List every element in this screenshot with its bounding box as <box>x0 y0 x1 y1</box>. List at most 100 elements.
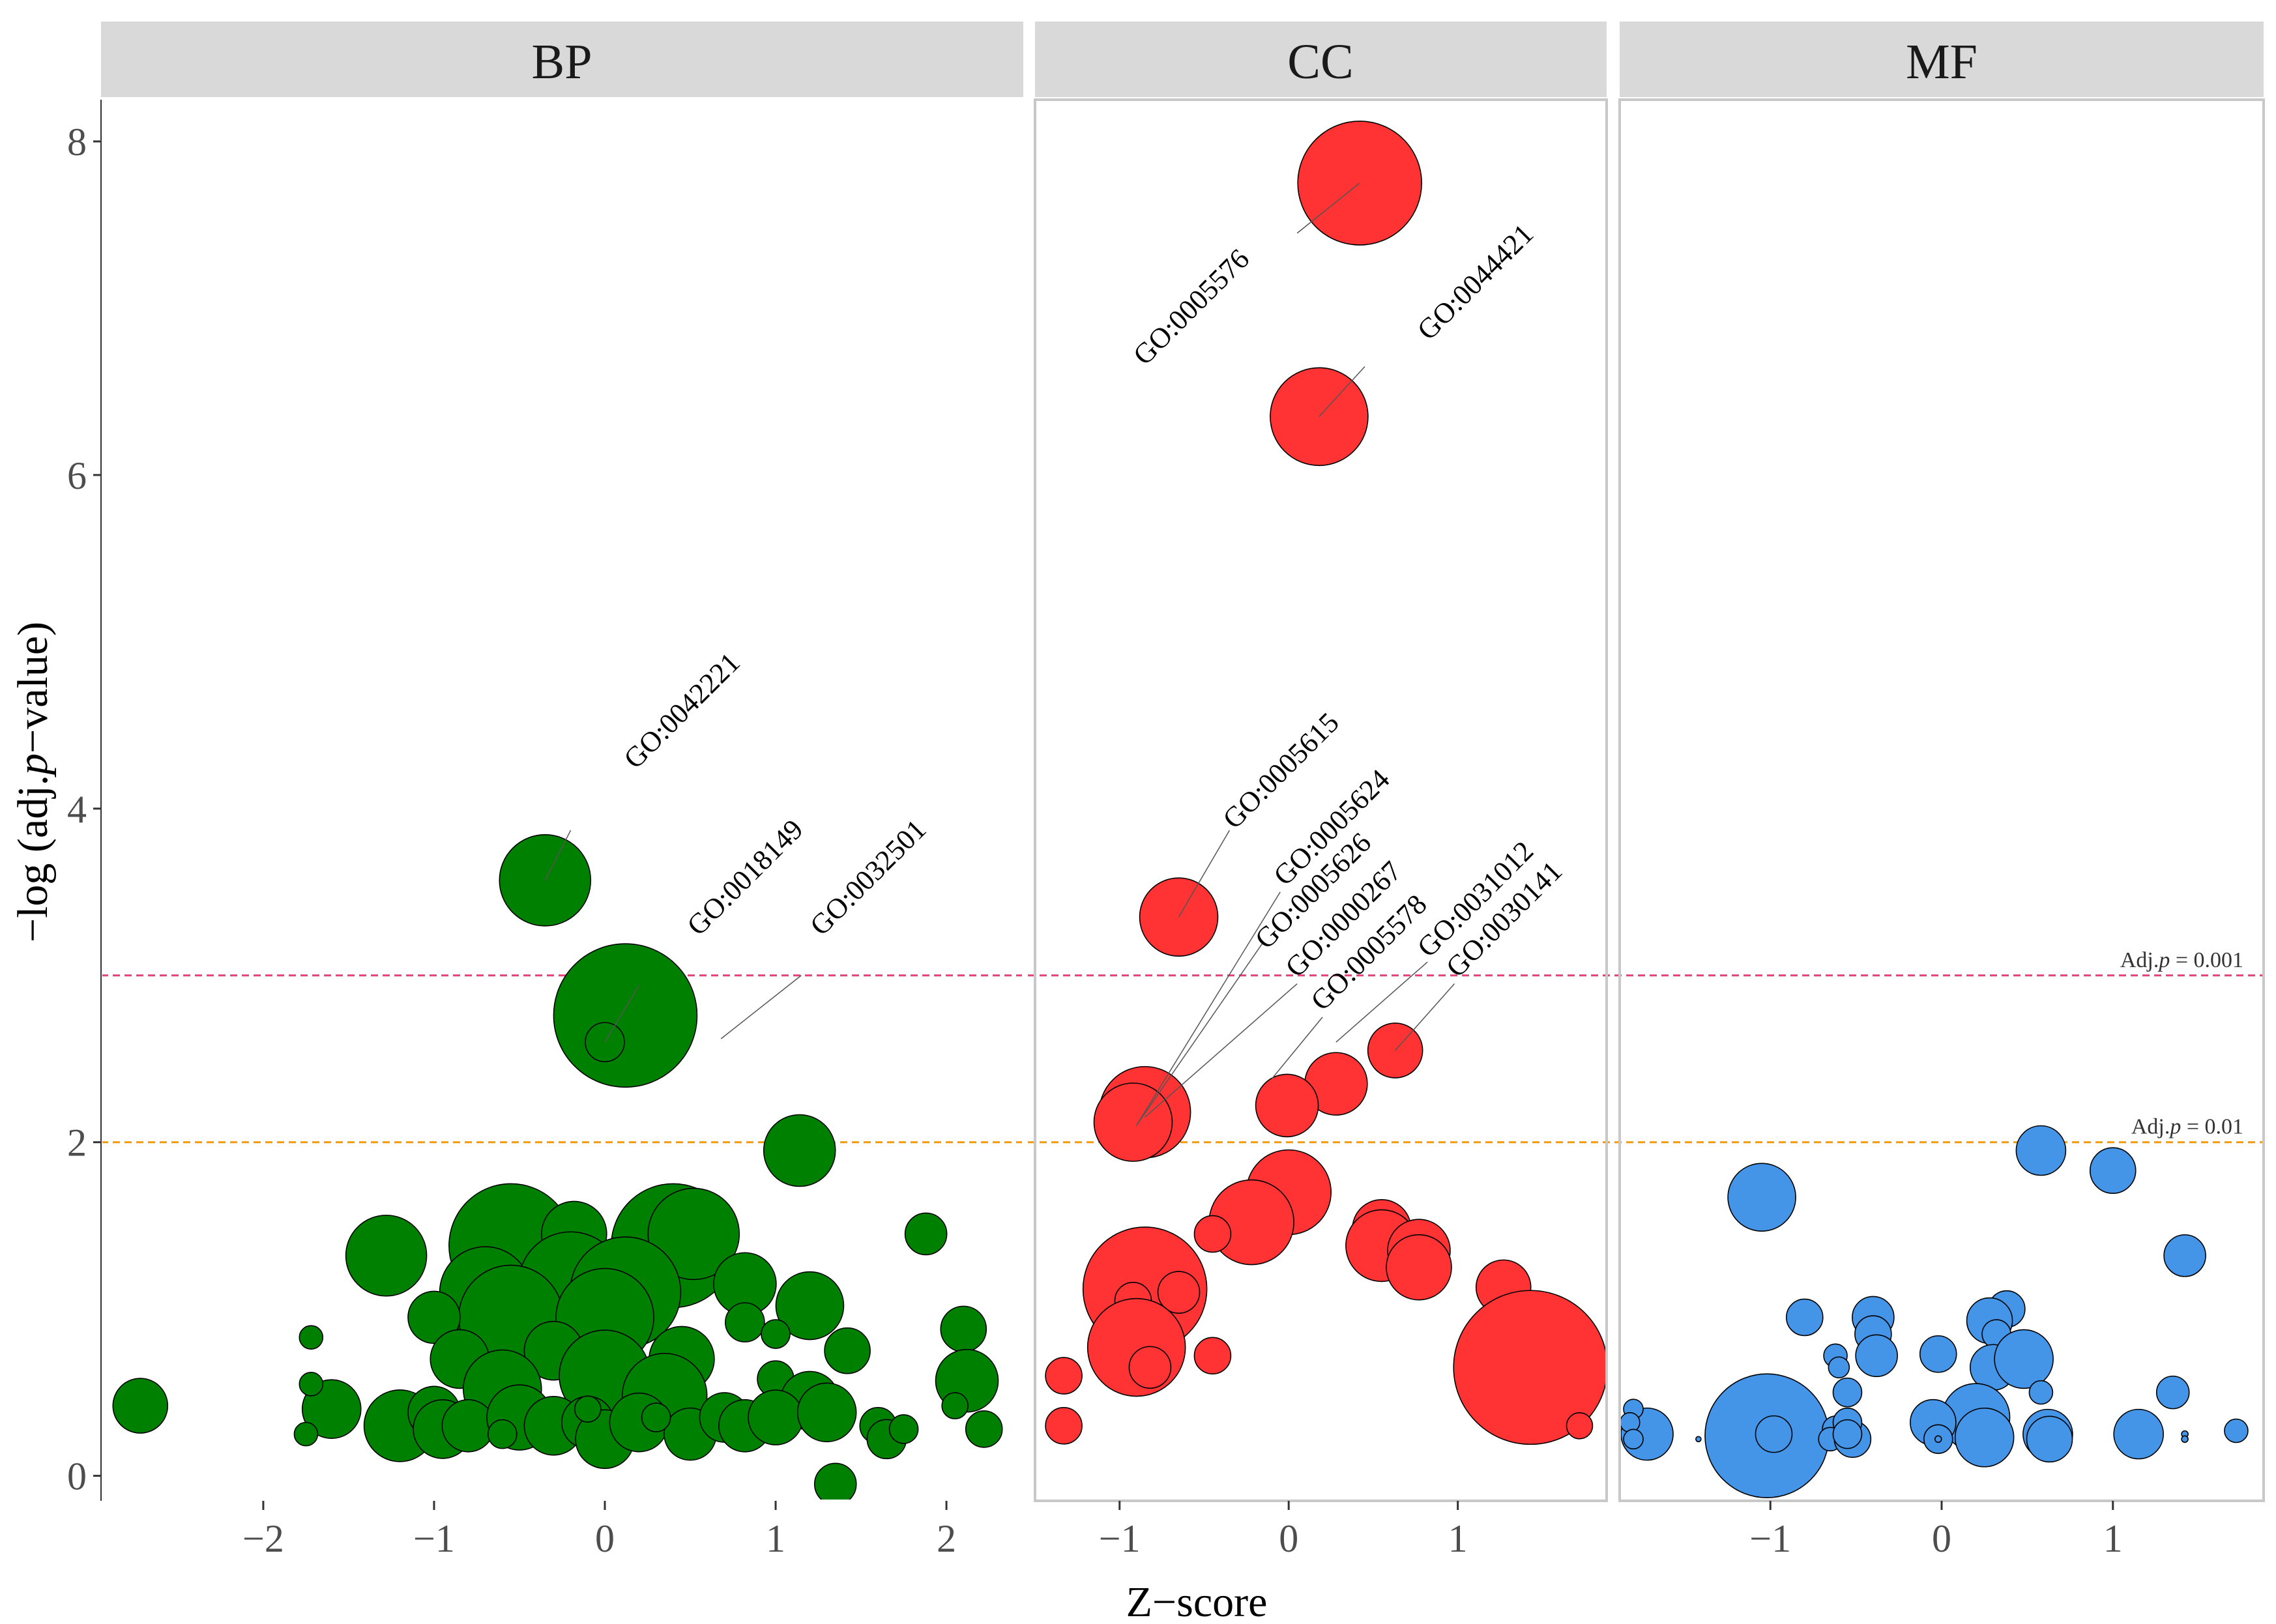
label-leader <box>1395 983 1455 1051</box>
data-point <box>1128 1346 1172 1389</box>
data-point <box>1045 1407 1083 1445</box>
x-tick-label: 0 <box>1279 1517 1298 1560</box>
data-point <box>1727 1163 1796 1232</box>
data-point <box>1919 1335 1957 1373</box>
y-tick-label: 2 <box>67 1122 87 1165</box>
data-point <box>1193 1337 1232 1375</box>
label-leader <box>1335 961 1428 1043</box>
data-point <box>2026 1415 2073 1463</box>
data-point <box>1623 1428 1644 1450</box>
data-point <box>1193 1215 1232 1253</box>
data-point <box>647 1187 740 1281</box>
strip-title-mf: MF <box>1906 35 1977 89</box>
threshold-label-p001: Adj.p = 0.001 <box>2120 948 2243 972</box>
data-point <box>1566 1412 1594 1440</box>
data-point <box>965 1410 1003 1448</box>
data-point <box>1832 1419 1863 1449</box>
data-point <box>1045 1357 1083 1395</box>
label-leader <box>1145 983 1298 1118</box>
y-tick-label: 6 <box>67 454 87 497</box>
data-point <box>813 1462 857 1501</box>
strip-title-cc: CC <box>1287 35 1353 89</box>
data-point <box>775 1271 845 1341</box>
data-point <box>1157 1271 1201 1314</box>
strip-mf: MF <box>1620 22 2264 97</box>
data-point <box>1255 1073 1319 1138</box>
strip-cc: CC <box>1035 22 1607 97</box>
y-tick-label: 4 <box>67 788 87 831</box>
data-point <box>763 1114 836 1187</box>
data-point <box>112 1378 169 1434</box>
x-tick-label: 1 <box>766 1517 785 1560</box>
data-point <box>441 1399 495 1453</box>
data-point <box>1785 1298 1824 1337</box>
data-point <box>553 943 698 1088</box>
data-point <box>1453 1290 1607 1445</box>
threshold-lines <box>101 974 2264 1144</box>
label-leader <box>544 830 572 881</box>
data-point <box>1386 1234 1452 1301</box>
data-point <box>940 1305 987 1353</box>
label-leader <box>1296 182 1360 234</box>
data-point <box>1093 1082 1173 1162</box>
strip-title-bp: BP <box>532 35 592 89</box>
data-point <box>1695 1436 1702 1443</box>
data-point <box>2155 1375 2190 1410</box>
x-tick-label: −1 <box>1749 1517 1791 1560</box>
y-tick-label: 8 <box>67 121 87 164</box>
label-leader <box>1319 366 1365 417</box>
x-tick-label: −2 <box>242 1517 284 1560</box>
y-axis: 0 2 4 6 8 <box>67 100 102 1501</box>
threshold-label-p01: Adj.p = 0.01 <box>2131 1115 2243 1139</box>
x-tick-label: 1 <box>1448 1517 1468 1560</box>
data-point <box>941 1392 969 1419</box>
label-leader <box>604 985 640 1043</box>
data-point <box>904 1212 948 1256</box>
data-point <box>1828 1356 1850 1379</box>
data-point <box>1934 1435 1942 1443</box>
data-point <box>748 1389 804 1445</box>
data-point <box>2163 1234 2206 1277</box>
label-leader <box>1178 830 1231 918</box>
y-axis-title: −log (adj.p−value) <box>9 622 57 942</box>
points-mf <box>1620 1125 2249 1498</box>
x-tick-label: 0 <box>1932 1517 1951 1560</box>
data-point <box>725 1302 765 1342</box>
data-point <box>1855 1334 1898 1378</box>
x-tick-label: 1 <box>2103 1517 2123 1560</box>
data-point <box>293 1421 319 1447</box>
data-point <box>487 1419 518 1449</box>
data-point <box>2113 1408 2164 1460</box>
data-point <box>1994 1329 2054 1389</box>
y-tick-label: 0 <box>67 1455 87 1498</box>
x-axis-title: Z−score <box>1126 1578 1268 1624</box>
x-tick-label: 0 <box>595 1517 615 1560</box>
strip-bp: BP <box>101 22 1023 97</box>
data-point <box>824 1327 871 1374</box>
data-point <box>1954 1407 2015 1468</box>
data-point <box>1755 1415 1793 1453</box>
panel-frame-cc <box>1034 98 1608 1502</box>
data-point <box>2224 1418 2249 1443</box>
label-leader <box>1136 892 1281 1126</box>
label-leader <box>1136 942 1264 1126</box>
label-leader <box>1271 1017 1323 1079</box>
label-leader <box>720 975 802 1039</box>
data-point <box>345 1214 428 1297</box>
data-point <box>796 1382 857 1443</box>
data-point <box>1832 1377 1863 1408</box>
data-point <box>888 1414 919 1444</box>
data-point <box>574 1395 602 1423</box>
data-point <box>407 1290 461 1344</box>
data-point <box>299 1325 324 1350</box>
x-tick-label: −1 <box>1099 1517 1141 1560</box>
x-tick-label: 2 <box>937 1517 956 1560</box>
threshold-labels: Adj.p = 0.001 Adj.p = 0.01 <box>2120 948 2243 1139</box>
data-point <box>641 1402 671 1432</box>
data-point <box>2089 1147 2137 1195</box>
data-point <box>2028 1380 2054 1405</box>
x-tick-label: −1 <box>413 1517 455 1560</box>
point-layer <box>112 121 2249 1501</box>
data-point <box>2181 1435 2189 1443</box>
